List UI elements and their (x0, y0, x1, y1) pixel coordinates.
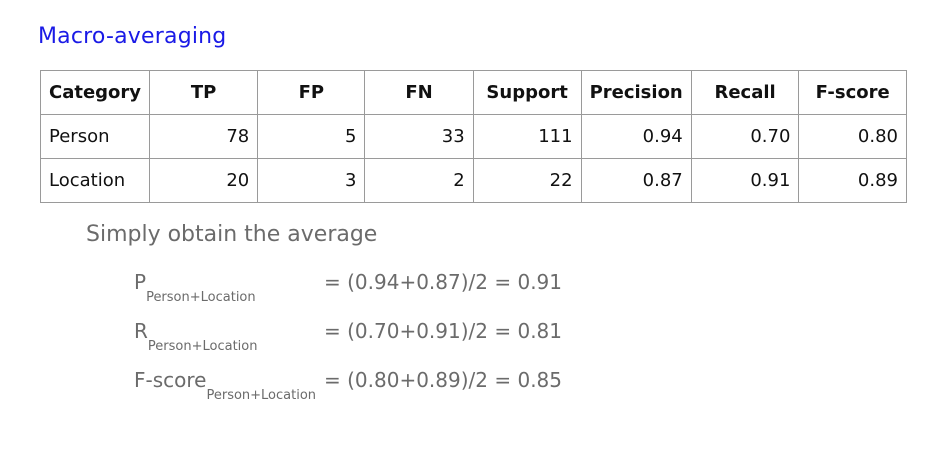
subtitle: Simply obtain the average (86, 222, 378, 247)
formula-symbol: F-scorePerson+Location (134, 368, 317, 403)
header-fp: FP (257, 70, 366, 115)
cell-tp: 20 (149, 158, 259, 203)
cell-fn: 2 (364, 158, 474, 203)
cell-precision: 0.87 (580, 158, 692, 203)
header-fscore: F-score (798, 70, 907, 115)
slide-title: Macro-averaging (38, 24, 227, 49)
formula-expression: = (0.94+0.87)/2 = 0.91 (324, 270, 563, 294)
cell-precision: 0.94 (580, 114, 692, 159)
table-row: Location 20 3 2 22 0.87 0.91 0.89 (39, 158, 907, 203)
header-tp: TP (149, 70, 259, 115)
cell-category: Location (39, 158, 151, 203)
cell-fp: 5 (257, 114, 366, 159)
header-recall: Recall (690, 70, 800, 115)
cell-fp: 3 (257, 158, 366, 203)
cell-recall: 0.91 (690, 158, 800, 203)
formula-expression: = (0.70+0.91)/2 = 0.81 (324, 319, 563, 343)
formula-symbol: RPerson+Location (134, 319, 258, 354)
header-fn: FN (364, 70, 474, 115)
cell-support: 111 (472, 114, 582, 159)
formula-subscript: Person+Location (206, 388, 317, 403)
formula-subscript: Person+Location (146, 290, 256, 305)
cell-tp: 78 (149, 114, 259, 159)
header-support: Support (472, 70, 582, 115)
table-header-row: Category TP FP FN Support Precision Reca… (39, 70, 907, 115)
cell-fn: 33 (364, 114, 474, 159)
metrics-table: Category TP FP FN Support Precision Reca… (39, 70, 907, 203)
formula-subscript: Person+Location (147, 339, 258, 354)
cell-support: 22 (472, 158, 582, 203)
header-category: Category (39, 70, 151, 115)
cell-recall: 0.70 (690, 114, 800, 159)
cell-fscore: 0.80 (798, 114, 907, 159)
formula-fscore: F-scorePerson+Location = (0.80+0.89)/2 =… (134, 368, 634, 403)
cell-fscore: 0.89 (798, 158, 907, 203)
formula-recall: RPerson+Location = (0.70+0.91)/2 = 0.81 (134, 319, 634, 354)
formula-expression: = (0.80+0.89)/2 = 0.85 (324, 368, 563, 392)
formula-symbol: PPerson+Location (134, 270, 256, 305)
cell-category: Person (39, 114, 151, 159)
header-precision: Precision (580, 70, 692, 115)
table-row: Person 78 5 33 111 0.94 0.70 0.80 (39, 114, 907, 159)
formula-precision: PPerson+Location = (0.94+0.87)/2 = 0.91 (134, 270, 634, 305)
